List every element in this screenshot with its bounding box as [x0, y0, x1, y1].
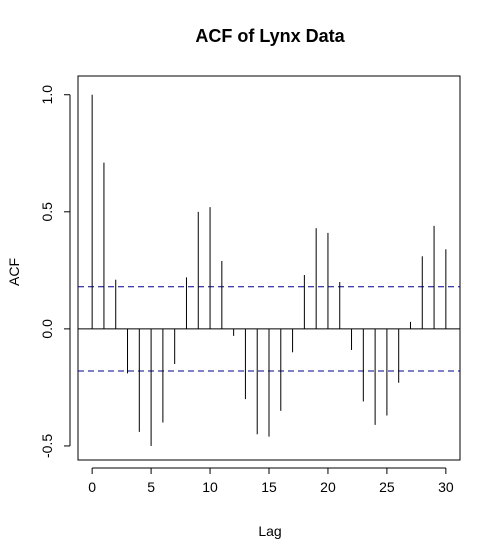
y-axis-label: ACF — [6, 258, 22, 286]
y-axis: -0.5 0.0 0.5 1.0 — [39, 85, 71, 458]
x-axis: 0 5 10 15 20 25 30 — [88, 467, 454, 495]
x-tick-label-10: 10 — [202, 479, 218, 495]
chart-title: ACF of Lynx Data — [195, 26, 345, 46]
y-tick-label-1: 1.0 — [39, 85, 55, 105]
y-tick-label-0-5: 0.5 — [39, 202, 55, 222]
x-tick-label-5: 5 — [147, 479, 155, 495]
x-tick-label-0: 0 — [88, 479, 96, 495]
y-tick-label-0: 0.0 — [39, 319, 55, 339]
x-axis-label: Lag — [258, 523, 281, 539]
x-tick-label-25: 25 — [379, 479, 395, 495]
y-tick-label--0-5: -0.5 — [39, 434, 55, 458]
x-tick-label-15: 15 — [261, 479, 277, 495]
acf-bars — [91, 94, 447, 446]
x-tick-label-20: 20 — [320, 479, 336, 495]
x-tick-label-30: 30 — [438, 479, 454, 495]
plot-frame — [77, 75, 461, 461]
